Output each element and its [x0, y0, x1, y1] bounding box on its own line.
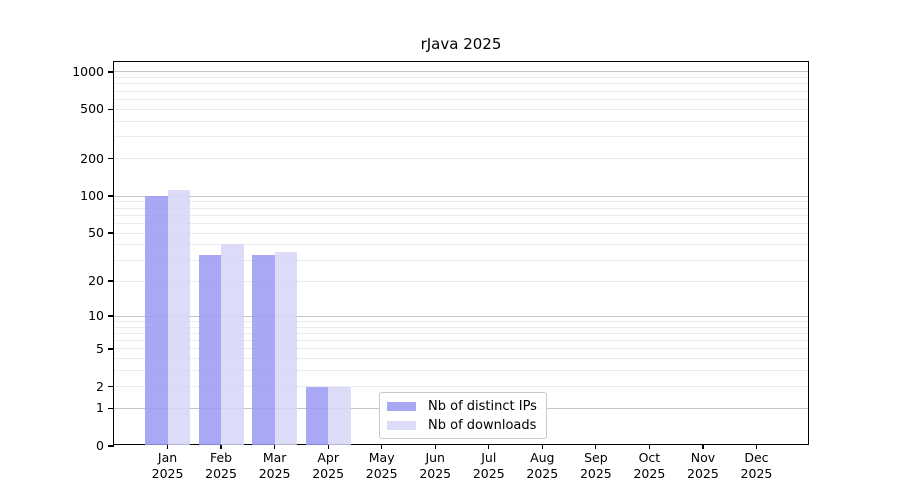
x-tick-label: Apr 2025	[312, 450, 345, 481]
y-tick-label: 5	[96, 340, 104, 356]
y-tick-label: 1	[96, 400, 104, 416]
x-axis-tick	[541, 444, 543, 449]
x-axis-tick	[648, 444, 651, 449]
bar-s1-m2	[274, 251, 298, 445]
y-tick-label: 2	[96, 378, 104, 394]
x-tick-label: Mar 2025	[258, 450, 291, 481]
x-axis-tick	[702, 444, 704, 449]
x-axis-tick	[273, 444, 276, 449]
x-tick-label: Jan 2025	[151, 450, 184, 481]
plot-area: 0 1 2 5 10 20 50 100 200 500 1000 Jan 2025 Feb 2025 M…	[72, 61, 809, 481]
y-axis-tick	[108, 158, 114, 160]
y-axis-tick	[108, 280, 114, 282]
x-tick-label: Aug 2025	[526, 450, 559, 481]
y-tick-label: 10	[88, 308, 104, 324]
legend-swatch	[387, 401, 416, 411]
gridline-major	[114, 195, 808, 197]
gridline-minor	[114, 348, 808, 350]
y-axis-tick	[108, 195, 114, 197]
x-axis-tick	[595, 444, 597, 449]
y-tick-label: 1000	[72, 63, 104, 79]
bar-s1-m3	[328, 386, 351, 445]
gridline-minor	[114, 370, 808, 372]
x-tick-label: May 2025	[365, 450, 398, 481]
x-axis-tick	[327, 444, 329, 449]
x-tick-label: Nov 2025	[687, 450, 719, 481]
y-axis-tick	[108, 407, 114, 410]
x-tick-label: Dec 2025	[740, 450, 773, 481]
bar-s1-m0	[167, 189, 191, 445]
y-tick-label: 100	[80, 188, 104, 204]
legend-label: Nb of distinct IPs	[428, 398, 537, 414]
gridline-minor	[114, 90, 808, 92]
x-axis-tick	[220, 444, 222, 449]
y-axis-tick	[108, 445, 114, 447]
y-tick-label: 500	[80, 101, 104, 117]
legend-item: Nb of distinct IPs	[387, 398, 537, 414]
gridline-minor	[114, 83, 808, 85]
gridline-minor	[114, 98, 808, 100]
x-axis-tick	[434, 444, 436, 449]
x-axis-tick	[166, 444, 169, 449]
gridline-minor	[114, 207, 808, 209]
y-axis-tick	[108, 348, 114, 350]
gridline-minor	[114, 158, 808, 160]
gridline-minor	[114, 259, 808, 261]
chart-title: rJava 2025	[420, 35, 502, 53]
y-tick-label: 200	[80, 150, 104, 166]
legend: Nb of distinct IPs Nb of downloads	[379, 392, 547, 439]
x-tick-label: Sep 2025	[579, 450, 612, 481]
gridline-minor	[114, 77, 808, 79]
y-axis-tick	[108, 315, 114, 317]
gridline-minor	[114, 136, 808, 138]
y-axis-tick	[108, 108, 114, 110]
x-axis-tick	[381, 444, 383, 449]
y-tick-label: 20	[88, 273, 104, 289]
bar-s0-m0	[145, 196, 168, 445]
gridline-minor	[114, 222, 808, 224]
bar-s0-m2	[252, 255, 275, 445]
gridline-major	[114, 315, 808, 317]
x-tick-label: Jun 2025	[419, 450, 452, 481]
bar-s0-m1	[198, 255, 222, 445]
gridline-minor	[114, 108, 808, 110]
y-axis-tick	[108, 71, 114, 73]
gridline-minor	[114, 280, 808, 282]
gridline-minor	[114, 232, 808, 234]
x-tick-label: Feb 2025	[205, 450, 237, 481]
gridline-minor	[114, 320, 808, 322]
legend-item: Nb of downloads	[387, 417, 537, 433]
gridline-minor	[114, 120, 808, 122]
x-axis-tick	[755, 444, 758, 449]
gridline-minor	[114, 326, 808, 328]
y-axis-tick	[108, 232, 114, 234]
bar-s1-m1	[221, 243, 244, 445]
legend-label: Nb of downloads	[428, 417, 537, 433]
x-tick-label: Oct 2025	[633, 450, 666, 481]
legend-swatch	[387, 420, 416, 430]
bar-s0-m3	[305, 386, 329, 445]
gridline-minor	[114, 340, 808, 342]
gridline-minor	[114, 214, 808, 216]
gridline-minor	[114, 244, 808, 246]
gridline-major	[114, 71, 808, 73]
x-tick-label: Jul 2025	[472, 450, 505, 481]
gridline-minor	[114, 201, 808, 203]
y-axis-tick	[108, 385, 114, 388]
gridline-minor	[114, 332, 808, 334]
y-tick-label: 50	[88, 225, 104, 241]
gridline-minor	[114, 386, 808, 387]
x-axis-tick	[488, 444, 490, 449]
gridline-minor	[114, 358, 808, 360]
y-tick-label: 0	[96, 438, 104, 453]
